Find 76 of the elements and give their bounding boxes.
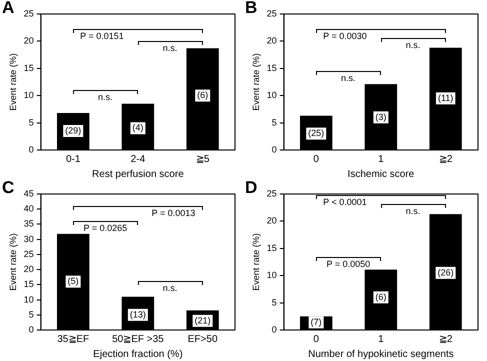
annotation: P < 0.0001 bbox=[322, 197, 368, 208]
y-tick-label: 10 bbox=[24, 294, 34, 304]
annotation: P = 0.0151 bbox=[79, 30, 125, 41]
annotation: (6) bbox=[197, 90, 208, 100]
x-axis-title: Number of hypokinetic segments bbox=[308, 348, 454, 360]
y-tick-label: 5 bbox=[272, 297, 277, 308]
y-axis-title: Event rate (%) bbox=[8, 233, 18, 291]
x-tick-label: 1 bbox=[378, 334, 384, 345]
annotation: P = 0.0030 bbox=[322, 30, 368, 41]
x-tick-label: 35≧EF bbox=[57, 334, 90, 345]
y-tick-label: 10 bbox=[266, 90, 277, 100]
y-tick-label: 35 bbox=[24, 218, 34, 229]
y-tick-label: 25 bbox=[24, 248, 34, 259]
annotation: P = 0.0265 bbox=[82, 223, 128, 234]
y-axis-title: Event rate (%) bbox=[250, 233, 261, 291]
annotation: (13) bbox=[130, 309, 146, 320]
annotation: (25) bbox=[308, 128, 324, 138]
x-tick-label: 0 bbox=[313, 334, 320, 345]
y-tick-label: 20 bbox=[24, 264, 34, 274]
annotation: (3) bbox=[375, 112, 386, 122]
y-tick-label: 0 bbox=[28, 144, 34, 154]
x-tick-label: 0 bbox=[313, 154, 320, 165]
y-tick-label: 25 bbox=[24, 8, 34, 18]
annotation: (26) bbox=[438, 267, 454, 278]
annotation: (5) bbox=[68, 276, 79, 286]
annotation: (21) bbox=[194, 315, 211, 326]
y-tick-label: 5 bbox=[28, 117, 34, 128]
x-tick-label: 0-1 bbox=[66, 154, 81, 165]
y-tick-label: 40 bbox=[24, 204, 34, 214]
y-tick-label: 45 bbox=[24, 188, 34, 198]
y-tick-label: 10 bbox=[24, 90, 34, 100]
y-tick-label: 0 bbox=[28, 324, 34, 334]
chart-title: D bbox=[245, 178, 258, 198]
annotation: P = 0.0013 bbox=[150, 208, 196, 218]
annotation: n.s. bbox=[97, 92, 114, 102]
y-tick-label: 0 bbox=[272, 324, 277, 334]
x-tick-label: ≧5 bbox=[196, 154, 210, 165]
annotation: (29) bbox=[65, 125, 82, 136]
x-tick-label: ≧2 bbox=[438, 154, 453, 165]
x-tick-label: 2-4 bbox=[130, 154, 146, 165]
y-tick-label: 15 bbox=[266, 242, 277, 253]
y-axis-title: Event rate (%) bbox=[8, 53, 18, 111]
y-tick-label: 20 bbox=[266, 216, 277, 226]
y-tick-label: 0 bbox=[272, 144, 277, 154]
y-tick-label: 30 bbox=[24, 234, 34, 244]
y-tick-label: 15 bbox=[24, 279, 34, 290]
y-tick-label: 5 bbox=[28, 309, 34, 320]
annotation: n.s. bbox=[162, 43, 178, 54]
annotation: (6) bbox=[375, 292, 386, 302]
annotation: (11) bbox=[438, 92, 454, 103]
x-tick-label: EF>50 bbox=[188, 334, 218, 345]
x-axis-title: Ejection fraction (%) bbox=[93, 348, 183, 360]
x-tick-label: 1 bbox=[378, 154, 384, 165]
annotation: (7) bbox=[310, 316, 322, 327]
x-axis-title: Ischemic score bbox=[348, 168, 415, 180]
y-tick-label: 15 bbox=[24, 62, 34, 73]
y-tick-label: 25 bbox=[266, 188, 277, 198]
y-tick-label: 5 bbox=[272, 117, 277, 128]
chart-title: C bbox=[2, 178, 14, 198]
y-tick-label: 20 bbox=[24, 36, 34, 46]
annotation: (4) bbox=[132, 122, 144, 133]
annotation: n.s. bbox=[340, 73, 357, 84]
y-tick-label: 25 bbox=[266, 8, 277, 18]
annotation: P = 0.0050 bbox=[326, 258, 372, 269]
y-tick-label: 20 bbox=[266, 36, 277, 46]
x-axis-title: Rest perfusion score bbox=[92, 168, 184, 180]
y-tick-label: 10 bbox=[266, 270, 277, 280]
x-tick-label: ≧2 bbox=[438, 334, 453, 345]
annotation: n.s. bbox=[404, 40, 422, 50]
y-axis-title: Event rate (%) bbox=[250, 53, 261, 111]
annotation: n.s. bbox=[404, 206, 422, 216]
x-tick-label: 50≧EF >35 bbox=[112, 334, 164, 345]
annotation: n.s. bbox=[162, 283, 178, 294]
chart-title: A bbox=[2, 0, 14, 18]
chart-title: B bbox=[245, 0, 258, 18]
y-tick-label: 15 bbox=[266, 62, 277, 73]
